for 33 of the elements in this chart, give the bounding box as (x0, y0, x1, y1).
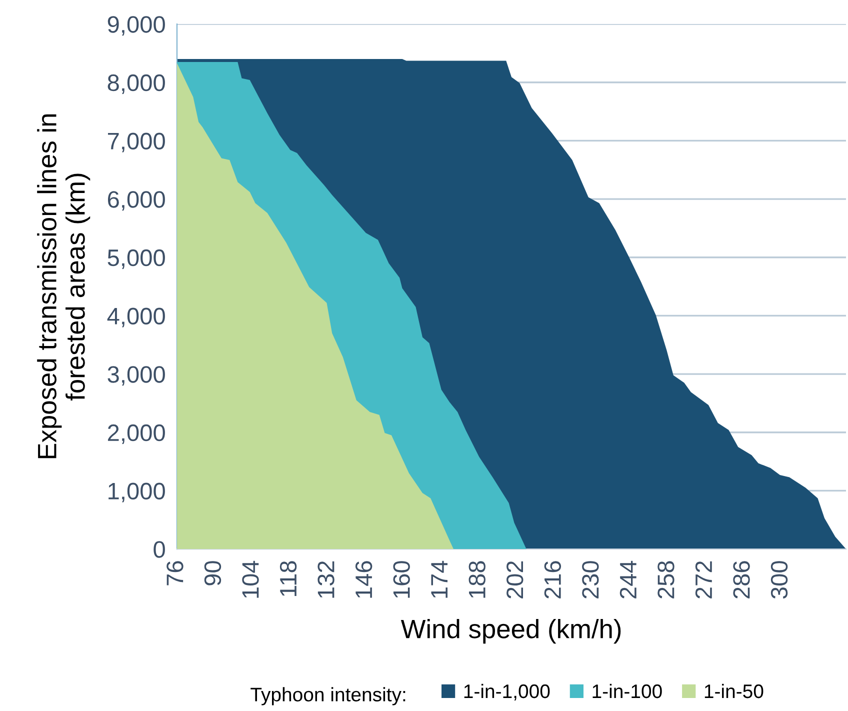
y-tick-label: 5,000 (108, 249, 165, 269)
y-tick-label: 6,000 (108, 191, 165, 211)
y-tick-label: 0 (154, 541, 165, 558)
x-tick-label: 244 (620, 560, 636, 598)
y-tick-label: 3,000 (108, 366, 165, 386)
x-tick-label: 90 (204, 561, 222, 586)
x-tick-label: 216 (544, 561, 562, 598)
legend-title: Typhoon intensity: (250, 687, 406, 706)
legend-label: 1-in-1,000 (464, 684, 550, 700)
legend-label: 1-in-100 (592, 684, 662, 698)
y-tick-label: 4,000 (107, 308, 165, 328)
x-tick-label: 188 (468, 561, 486, 598)
x-axis-title: Wind speed (km/h) (400, 618, 621, 644)
x-tick-label: 104 (242, 560, 259, 598)
y-tick-label: 9,000 (108, 16, 165, 36)
x-tick-label: 286 (733, 561, 750, 598)
x-tick-label: 258 (658, 561, 674, 598)
legend-label: 1-in-50 (704, 684, 764, 698)
y-tick-label: 2,000 (108, 424, 165, 444)
x-tick-label: 174 (431, 560, 448, 598)
y-axis-title: Exposed transmission lines in forested areas (km) (37, 114, 90, 458)
x-tick-label: 146 (355, 561, 372, 598)
x-tick-label: 300 (770, 561, 788, 599)
x-tick-label: 118 (280, 561, 297, 596)
y-tick-label: 1,000 (108, 482, 165, 502)
y-tick-label: 7,000 (108, 132, 165, 152)
x-tick-label: 132 (318, 561, 334, 598)
x-tick-label: 230 (582, 561, 599, 598)
y-tick-label: 8,000 (108, 74, 165, 94)
x-tick-label: 76 (166, 561, 184, 586)
x-tick-label: 160 (393, 561, 410, 598)
x-tick-label: 202 (506, 561, 524, 598)
x-tick-label: 272 (695, 561, 712, 598)
